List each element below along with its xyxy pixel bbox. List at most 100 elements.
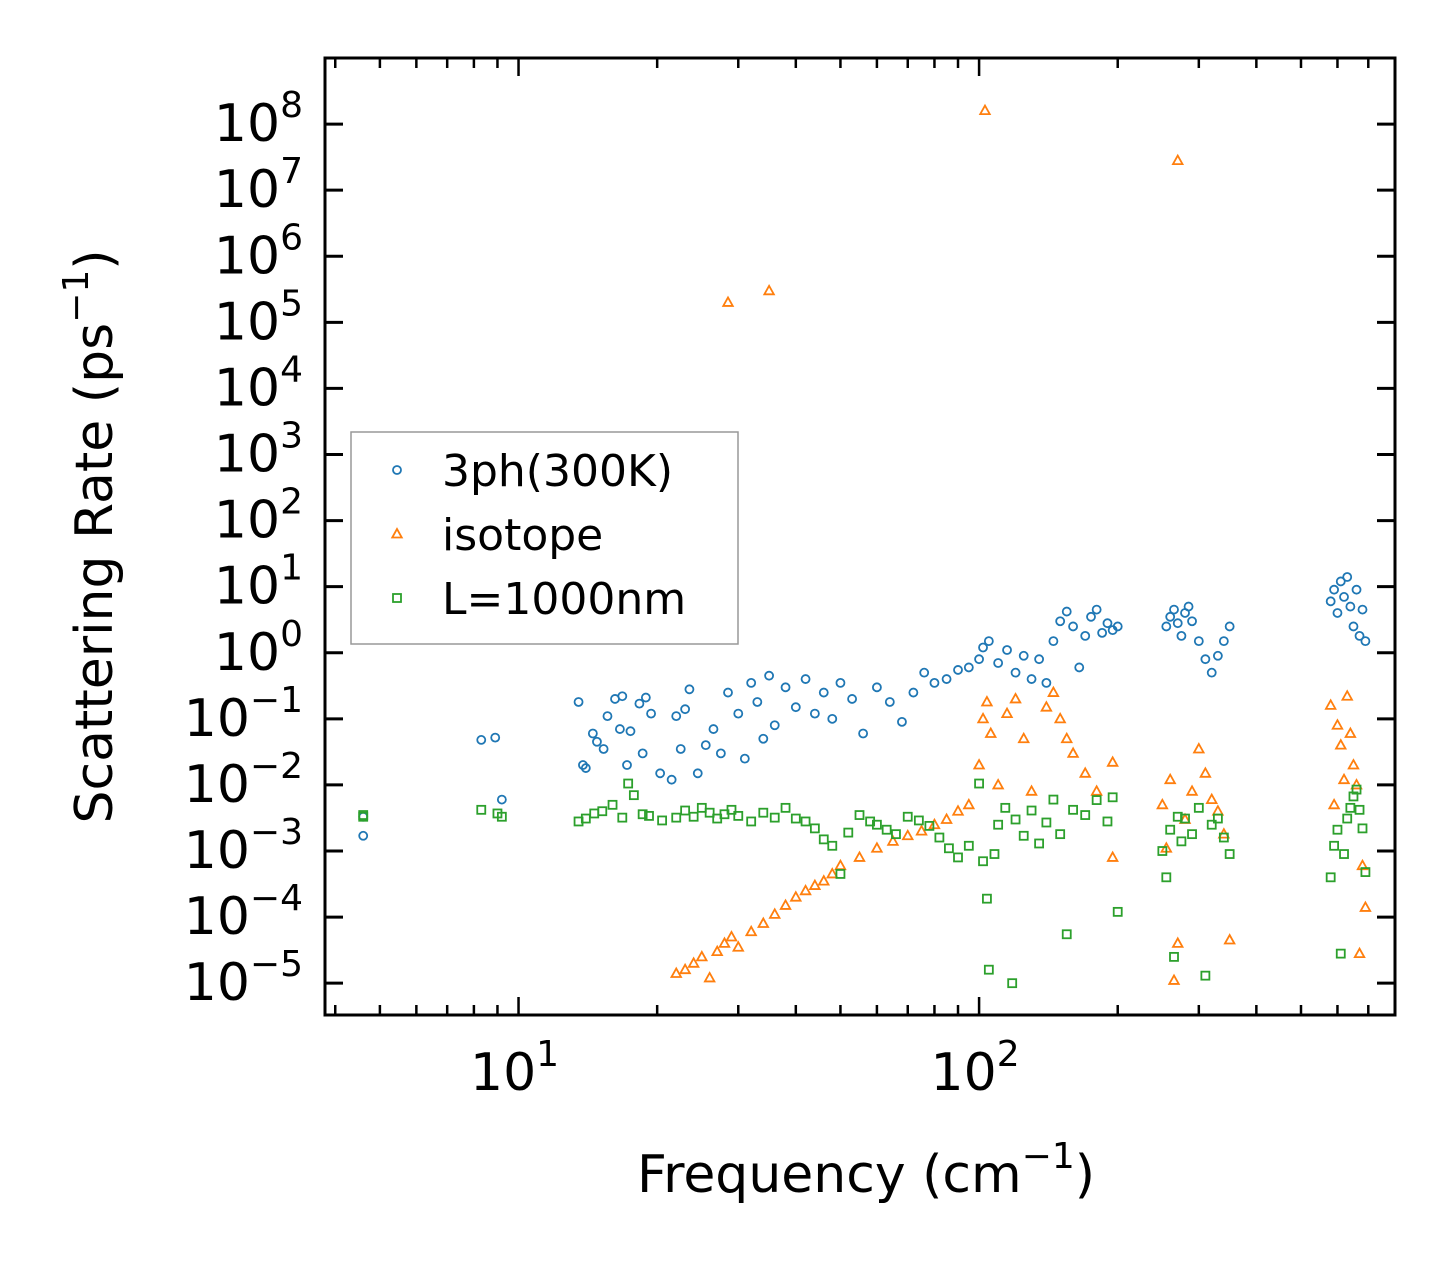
data-point-circle (1193, 636, 1204, 647)
data-point-triangle (962, 797, 976, 810)
data-point-square (476, 804, 487, 815)
data-point-circle (1360, 636, 1371, 647)
data-point-square (688, 811, 699, 822)
y-tick-label: 10−2 (184, 746, 303, 815)
y-tick-label: 100 (214, 614, 303, 683)
data-point-circle (1206, 667, 1217, 678)
data-point-circle (573, 697, 584, 707)
data-point-triangle (1047, 685, 1060, 697)
data-point-square (1000, 802, 1011, 813)
data-point-triangle (1053, 711, 1067, 724)
data-point-square (746, 816, 757, 827)
data-point-square (1034, 838, 1045, 849)
y-tick-label: 106 (214, 217, 303, 286)
data-point-triangle (1192, 742, 1206, 754)
data-point-square (881, 824, 892, 835)
data-point-square (1080, 810, 1091, 820)
legend-box (350, 431, 739, 645)
data-point-square (580, 813, 591, 824)
data-point-triangle (940, 812, 953, 824)
data-point-circle (780, 682, 791, 693)
y-tick-label: 108 (214, 85, 303, 154)
data-point-triangle (1171, 936, 1185, 948)
data-point-square (1055, 829, 1066, 840)
data-point-circle (684, 684, 695, 695)
data-point-square (623, 778, 634, 789)
data-point-triangle (1324, 698, 1337, 710)
data-point-circle (872, 682, 882, 693)
data-point-circle (746, 677, 757, 688)
data-point-square (983, 964, 994, 975)
data-point-square (1007, 978, 1018, 989)
data-point-circle (1061, 606, 1072, 617)
data-point-square (1348, 791, 1359, 802)
data-point-circle (963, 662, 974, 673)
legend-label: isotope (442, 510, 603, 561)
y-tick-label: 10−5 (184, 944, 303, 1013)
data-point-circle (752, 697, 763, 707)
data-point-circle (1034, 654, 1045, 665)
data-point-circle (764, 670, 775, 681)
data-point-square (1068, 804, 1078, 815)
data-point-triangle (972, 758, 986, 770)
data-point-square (989, 849, 1000, 859)
data-point-square (1061, 929, 1072, 940)
data-point-circle (580, 763, 591, 773)
data-point-square (1112, 906, 1123, 917)
x-axis-label: Frequency (cm−1) (637, 1136, 1095, 1205)
data-point-triangle (744, 924, 758, 937)
data-point-square (1193, 802, 1204, 813)
data-point-square (913, 815, 924, 826)
data-point-circle (1161, 621, 1172, 632)
data-point-triangle (779, 898, 792, 910)
data-point-circle (1048, 636, 1059, 647)
data-point-square (982, 893, 992, 904)
data-point-square (617, 812, 628, 823)
data-point-circle (1325, 596, 1336, 607)
data-point-triangle (1331, 718, 1344, 730)
data-point-circle (708, 724, 719, 734)
data-point-circle (587, 728, 598, 739)
data-point-square (1206, 819, 1217, 830)
data-point-triangle (1337, 772, 1351, 785)
data-point-triangle (1040, 700, 1053, 712)
y-tick-label: 10−3 (184, 812, 303, 881)
legend-marker-square (392, 593, 402, 603)
data-point-circle (592, 736, 602, 747)
data-point-square (963, 840, 974, 851)
data-point-circle (1172, 618, 1183, 629)
data-point-circle (625, 726, 636, 737)
data-point-circle (1002, 645, 1012, 655)
data-point-square (1010, 814, 1021, 825)
data-point-square (1157, 846, 1168, 856)
plot-frame (323, 56, 1397, 1017)
data-point-square (671, 812, 682, 823)
x-tick-label: 102 (931, 1034, 1020, 1103)
data-point-circle (1357, 604, 1368, 615)
data-point-triangle (695, 950, 709, 962)
data-point-square (1187, 829, 1197, 840)
data-point-triangle (721, 295, 735, 307)
data-point-square (953, 852, 963, 863)
data-point-circle (953, 665, 963, 675)
data-point-triangle (825, 867, 839, 879)
data-point-triangle (799, 883, 812, 896)
data-point-circle (858, 728, 869, 739)
data-point-square (790, 813, 801, 824)
data-point-triangle (886, 834, 900, 846)
data-point-square (657, 815, 668, 826)
data-point-triangle (1078, 766, 1092, 778)
data-point-triangle (817, 874, 831, 886)
data-point-square (835, 869, 846, 879)
data-point-circle (835, 677, 846, 688)
data-point-circle (1112, 621, 1123, 632)
data-point-circle (1102, 618, 1113, 629)
data-point-square (1212, 813, 1223, 824)
data-point-square (1335, 948, 1346, 959)
data-point-circle (1018, 650, 1029, 661)
series-triangle (669, 103, 1372, 985)
data-point-square (1018, 830, 1029, 841)
data-point-circle (1086, 611, 1096, 622)
data-point-circle (993, 658, 1004, 668)
data-point-square (358, 811, 369, 822)
